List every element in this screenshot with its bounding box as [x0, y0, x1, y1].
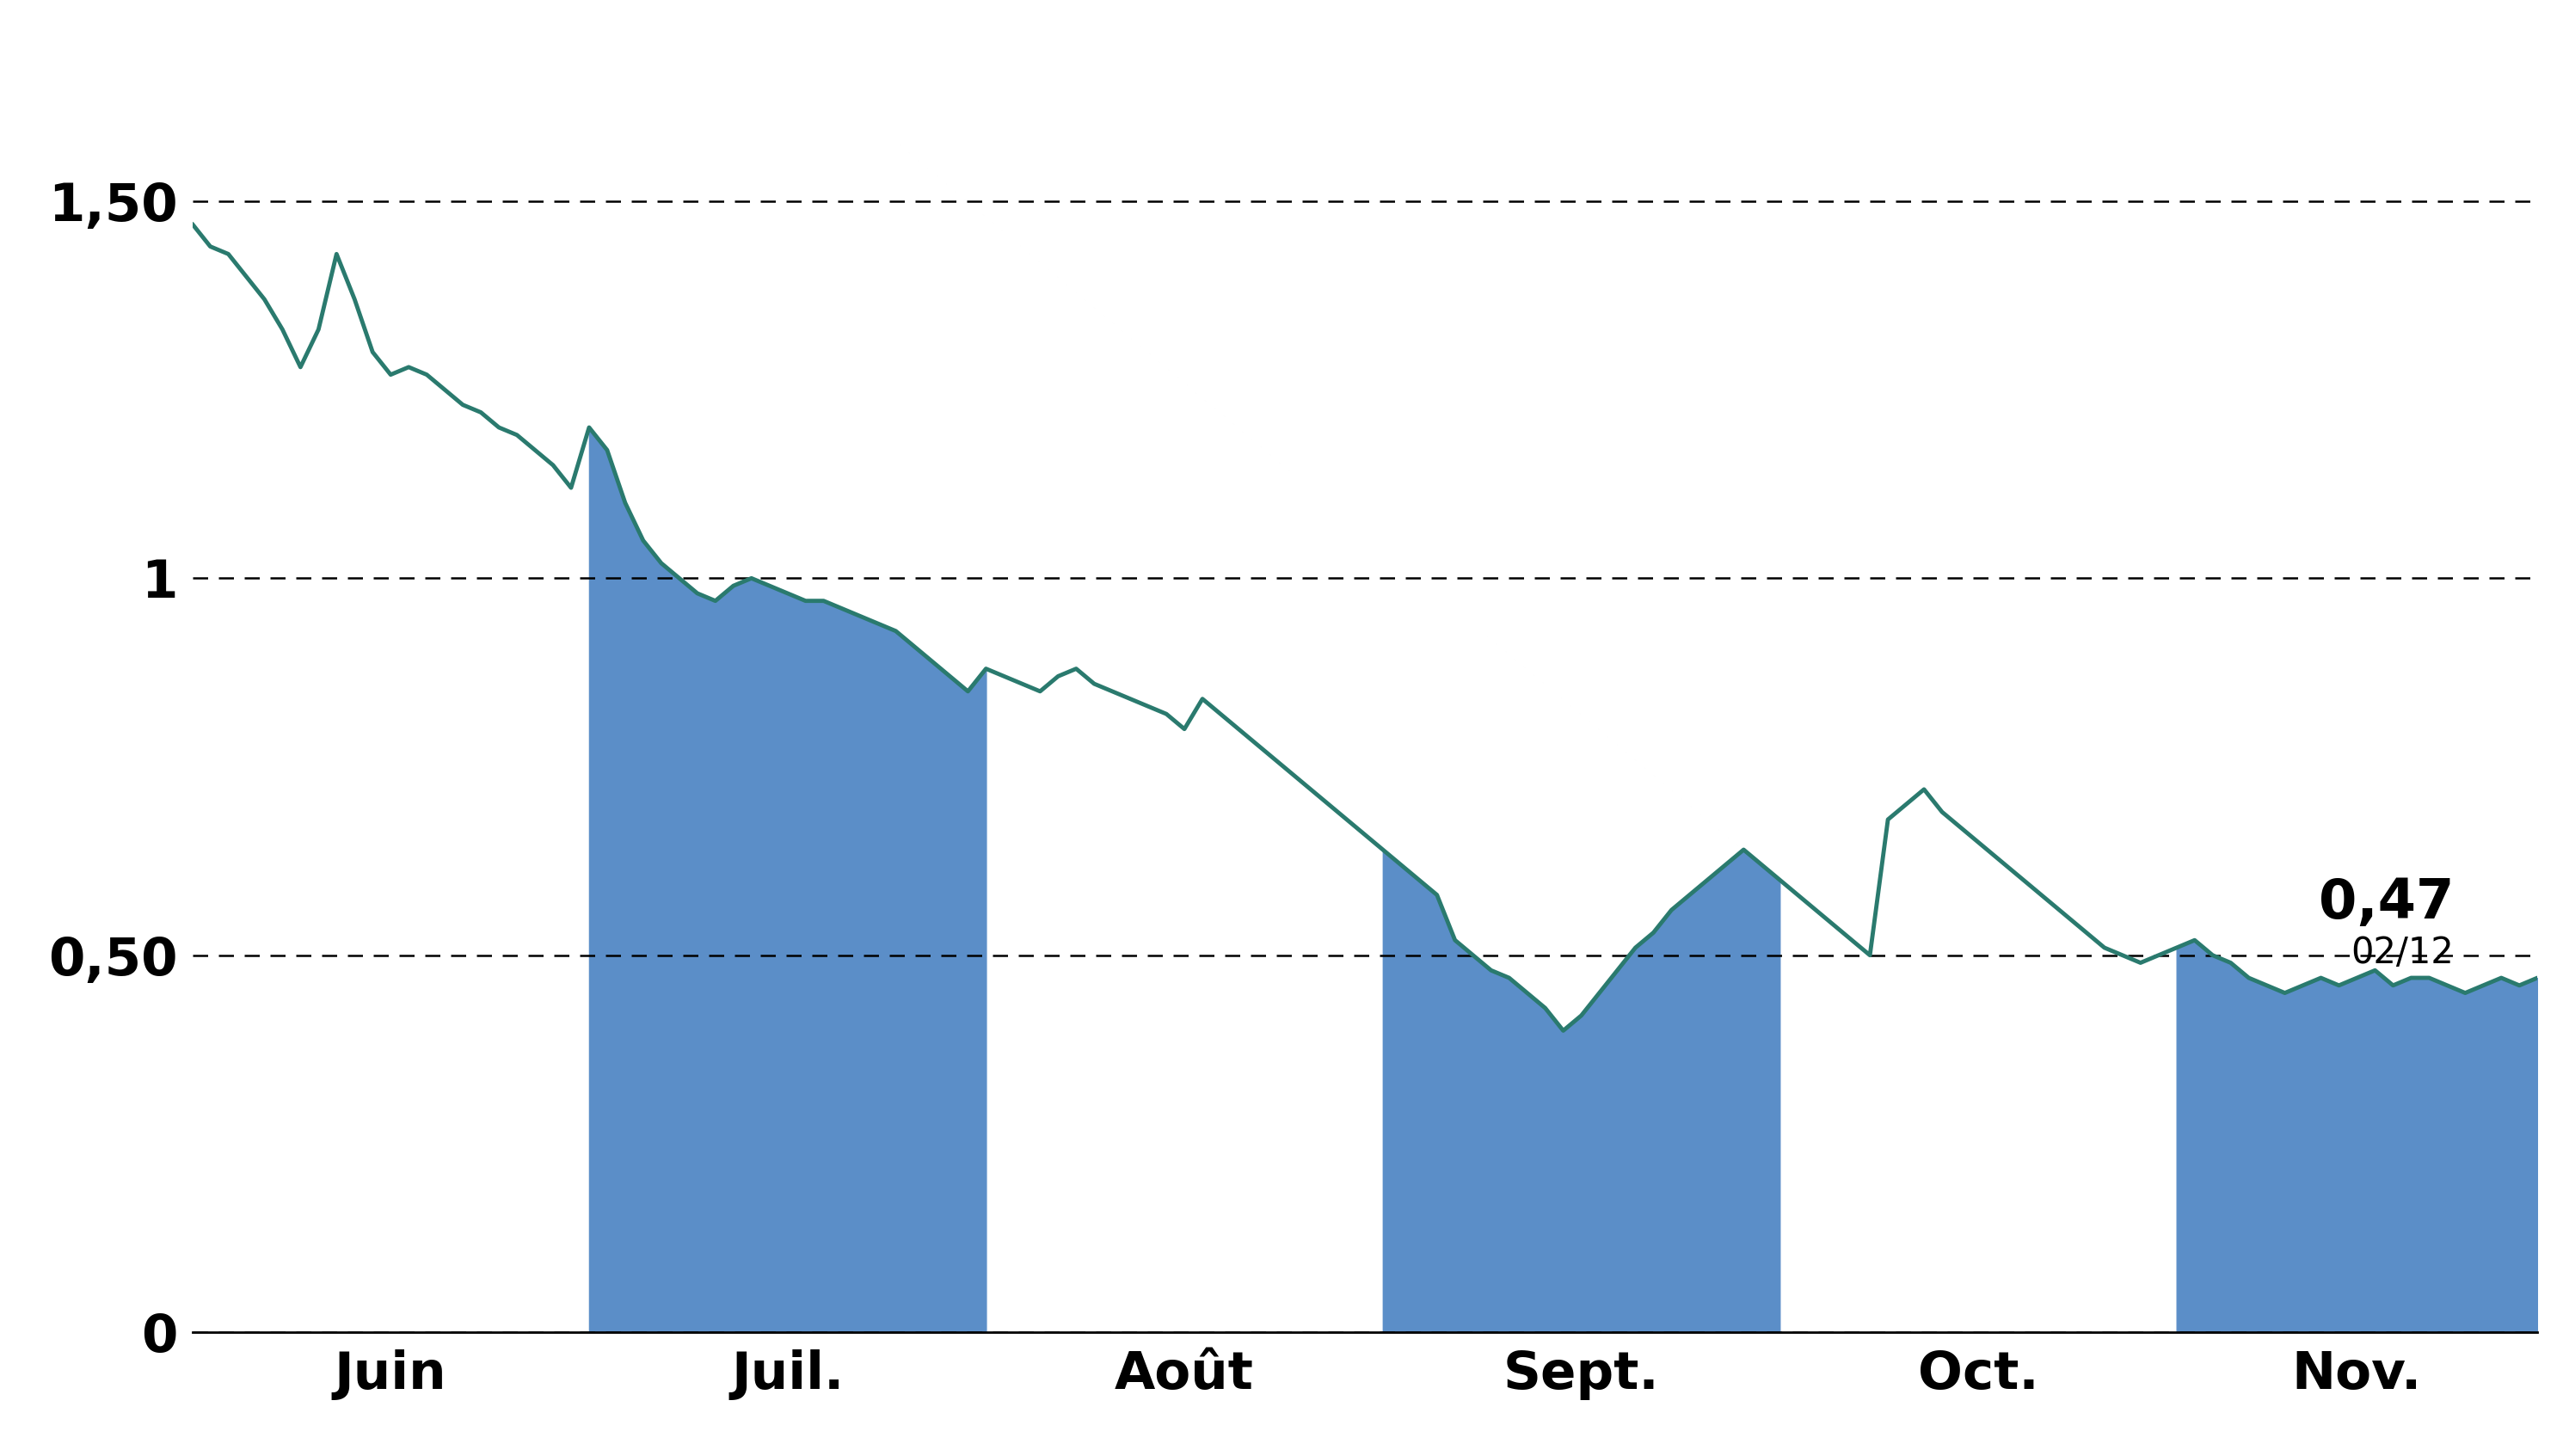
Text: 02/12: 02/12	[2350, 935, 2455, 971]
Text: 5E Advanced Materials Inc.: 5E Advanced Materials Inc.	[569, 19, 1994, 109]
Text: 0,47: 0,47	[2320, 877, 2455, 929]
